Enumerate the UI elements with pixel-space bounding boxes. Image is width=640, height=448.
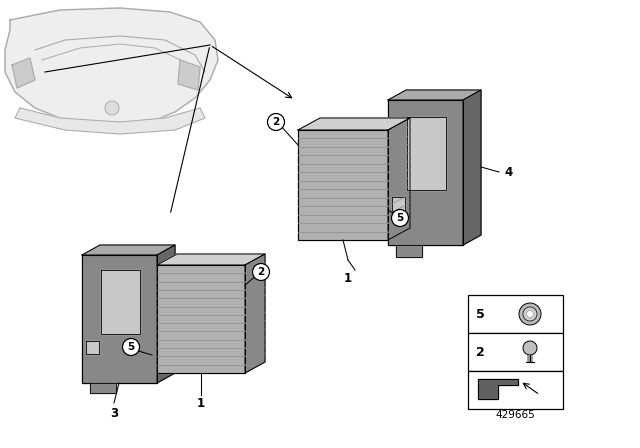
Text: 1: 1 — [344, 271, 352, 284]
Circle shape — [523, 341, 537, 355]
Polygon shape — [90, 383, 116, 393]
Polygon shape — [298, 130, 388, 240]
Text: 1: 1 — [197, 396, 205, 409]
Polygon shape — [82, 255, 157, 383]
Text: 429665: 429665 — [495, 410, 535, 420]
Polygon shape — [157, 254, 265, 265]
Polygon shape — [15, 108, 205, 134]
Polygon shape — [396, 245, 422, 257]
Text: 3: 3 — [110, 406, 118, 419]
Polygon shape — [478, 379, 518, 399]
Polygon shape — [5, 8, 218, 126]
Polygon shape — [407, 117, 445, 190]
Text: 5: 5 — [127, 342, 134, 352]
Polygon shape — [178, 60, 200, 90]
Polygon shape — [157, 245, 175, 383]
Circle shape — [523, 307, 537, 321]
Bar — [468, 371, 563, 409]
Circle shape — [268, 113, 285, 130]
Text: 4: 4 — [505, 165, 513, 178]
Polygon shape — [82, 245, 175, 255]
Circle shape — [519, 303, 541, 325]
Polygon shape — [388, 100, 463, 245]
Polygon shape — [392, 197, 405, 211]
Circle shape — [122, 339, 140, 356]
Circle shape — [105, 101, 119, 115]
Polygon shape — [12, 58, 35, 88]
Polygon shape — [100, 270, 140, 334]
Circle shape — [527, 310, 534, 318]
Text: 2: 2 — [476, 345, 484, 358]
Polygon shape — [388, 90, 481, 100]
Circle shape — [392, 210, 408, 227]
Text: 5: 5 — [476, 307, 484, 320]
Bar — [468, 295, 563, 333]
Polygon shape — [157, 265, 245, 373]
Bar — [468, 333, 563, 371]
Text: 5: 5 — [396, 213, 404, 223]
Polygon shape — [298, 118, 410, 130]
Polygon shape — [388, 118, 410, 240]
Text: 2: 2 — [273, 117, 280, 127]
Polygon shape — [463, 90, 481, 245]
Polygon shape — [86, 341, 99, 354]
Polygon shape — [245, 254, 265, 373]
Circle shape — [253, 263, 269, 280]
Text: 2: 2 — [257, 267, 264, 277]
